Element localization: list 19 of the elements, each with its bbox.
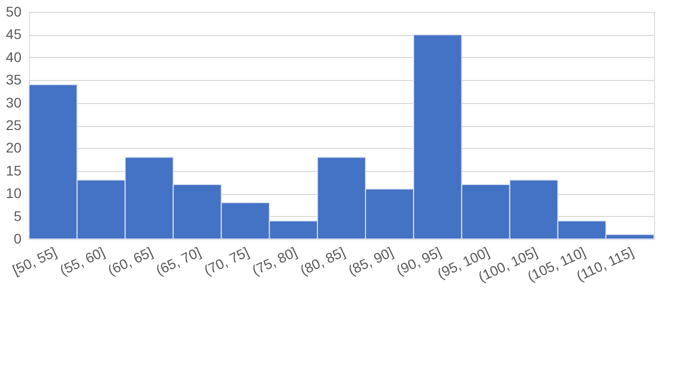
x-tick-label: (70, 75]: [201, 244, 252, 278]
y-tick-label: 35: [6, 72, 22, 88]
y-tick-label: 15: [6, 162, 22, 178]
y-tick-label: 50: [6, 4, 22, 20]
y-tick-label: 10: [6, 185, 22, 202]
y-tick-label: 30: [6, 94, 22, 110]
x-tick-label: (75, 80]: [250, 244, 300, 278]
x-tick-label: (65, 70]: [153, 244, 204, 278]
x-tick-label: (85, 90]: [346, 244, 396, 278]
x-tick-label: (60, 65]: [105, 244, 156, 278]
x-tick-label: [50, 55]: [10, 244, 59, 278]
y-tick-label: 40: [6, 48, 22, 65]
y-tick-label: 0: [14, 230, 22, 246]
y-tick-label: 45: [6, 26, 22, 42]
y-tick-label: 25: [6, 117, 22, 133]
y-tick-label: 20: [6, 140, 22, 156]
x-tick-label: (80, 85]: [298, 244, 348, 278]
y-tick-label: 5: [14, 208, 22, 224]
x-tick-label: (55, 60]: [57, 244, 108, 278]
